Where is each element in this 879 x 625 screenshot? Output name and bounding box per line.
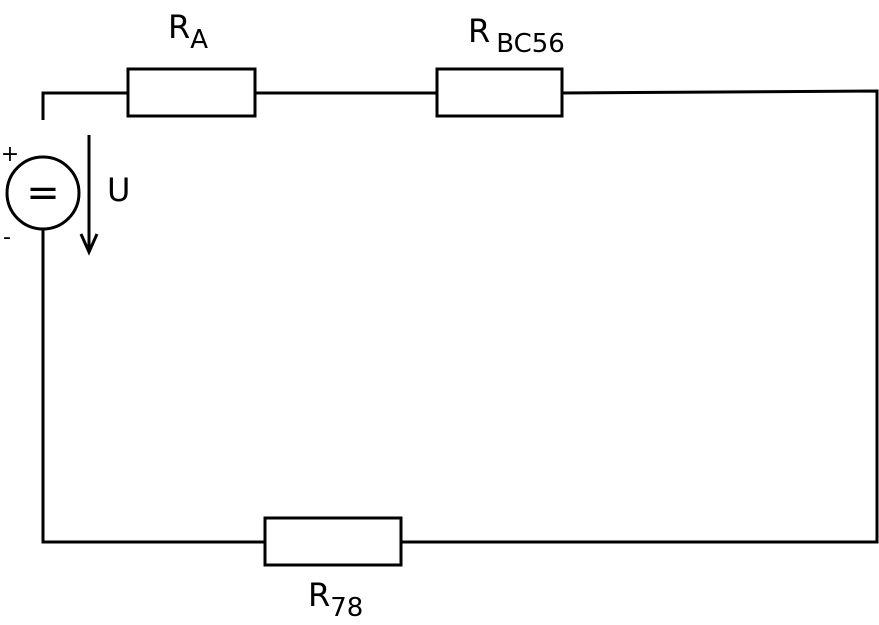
voltage-arrow-head [79, 233, 99, 256]
voltage-label: U [107, 171, 130, 209]
source-symbol: = [26, 170, 60, 216]
wire-source-to-ra [41, 91, 128, 120]
wires [41, 89, 879, 544]
resistor-r78-label: R78 [308, 576, 363, 623]
resistor-ra: RA [126, 8, 257, 118]
source-circle [5, 155, 81, 231]
resistor-ra-body [126, 67, 257, 118]
resistor-rbc56-label-main: R [468, 12, 490, 50]
resistor-r78-body [263, 516, 403, 567]
wire-r78-to-source [41, 228, 265, 544]
resistor-rbc56: R BC56 [435, 12, 565, 118]
resistor-r78-label-sub: 78 [330, 593, 363, 623]
resistor-rbc56-label-sub: BC56 [496, 29, 565, 59]
resistor-r78-label-main: R [308, 576, 330, 614]
wire-right-to-r78 [401, 315, 879, 544]
source-plus-sign: + [1, 142, 19, 167]
voltage-source: = + - [1, 142, 81, 250]
resistor-r78: R78 [263, 516, 403, 623]
resistor-ra-label: RA [168, 8, 208, 55]
wire-rbc56-to-right [561, 89, 879, 320]
resistor-rbc56-body [435, 67, 564, 118]
source-minus-sign: - [3, 225, 11, 250]
resistor-ra-label-main: R [168, 8, 190, 46]
resistor-ra-label-sub: A [190, 25, 208, 55]
voltage-arrow: U [79, 135, 130, 256]
resistor-rbc56-label: R BC56 [468, 12, 565, 59]
